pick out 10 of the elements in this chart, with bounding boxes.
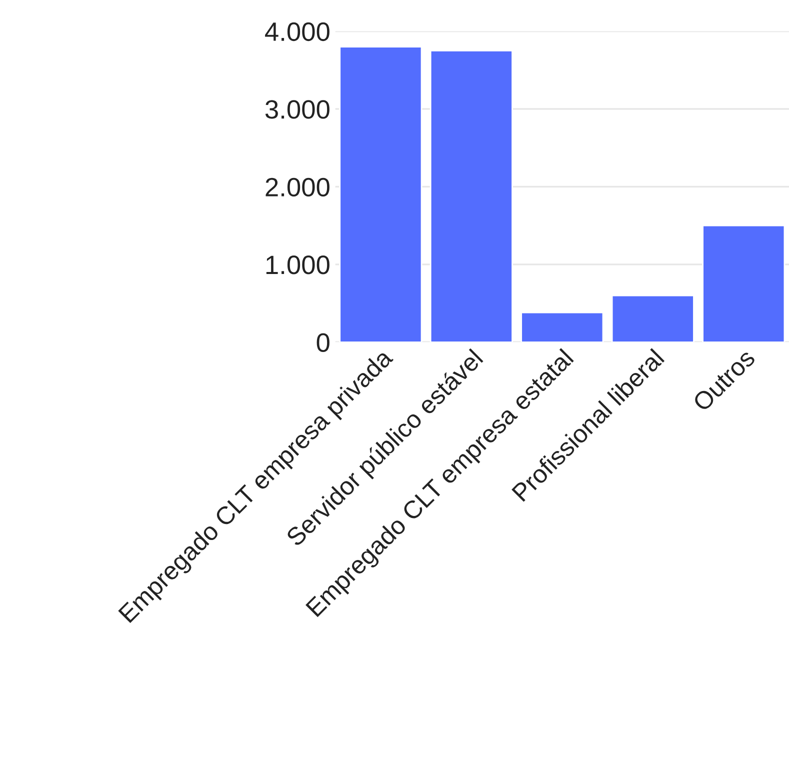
y-tick-label: 0 [316,333,330,352]
bar [702,224,786,342]
bar [339,46,422,342]
y-tick-label: 4.000 [265,22,330,42]
bar [430,50,513,342]
bar [611,294,694,342]
y-tick-label: 1.000 [266,256,330,274]
y-tick-label: 2.000 [266,178,330,197]
bar [520,312,604,342]
y-tick-label: 3.000 [265,100,330,119]
